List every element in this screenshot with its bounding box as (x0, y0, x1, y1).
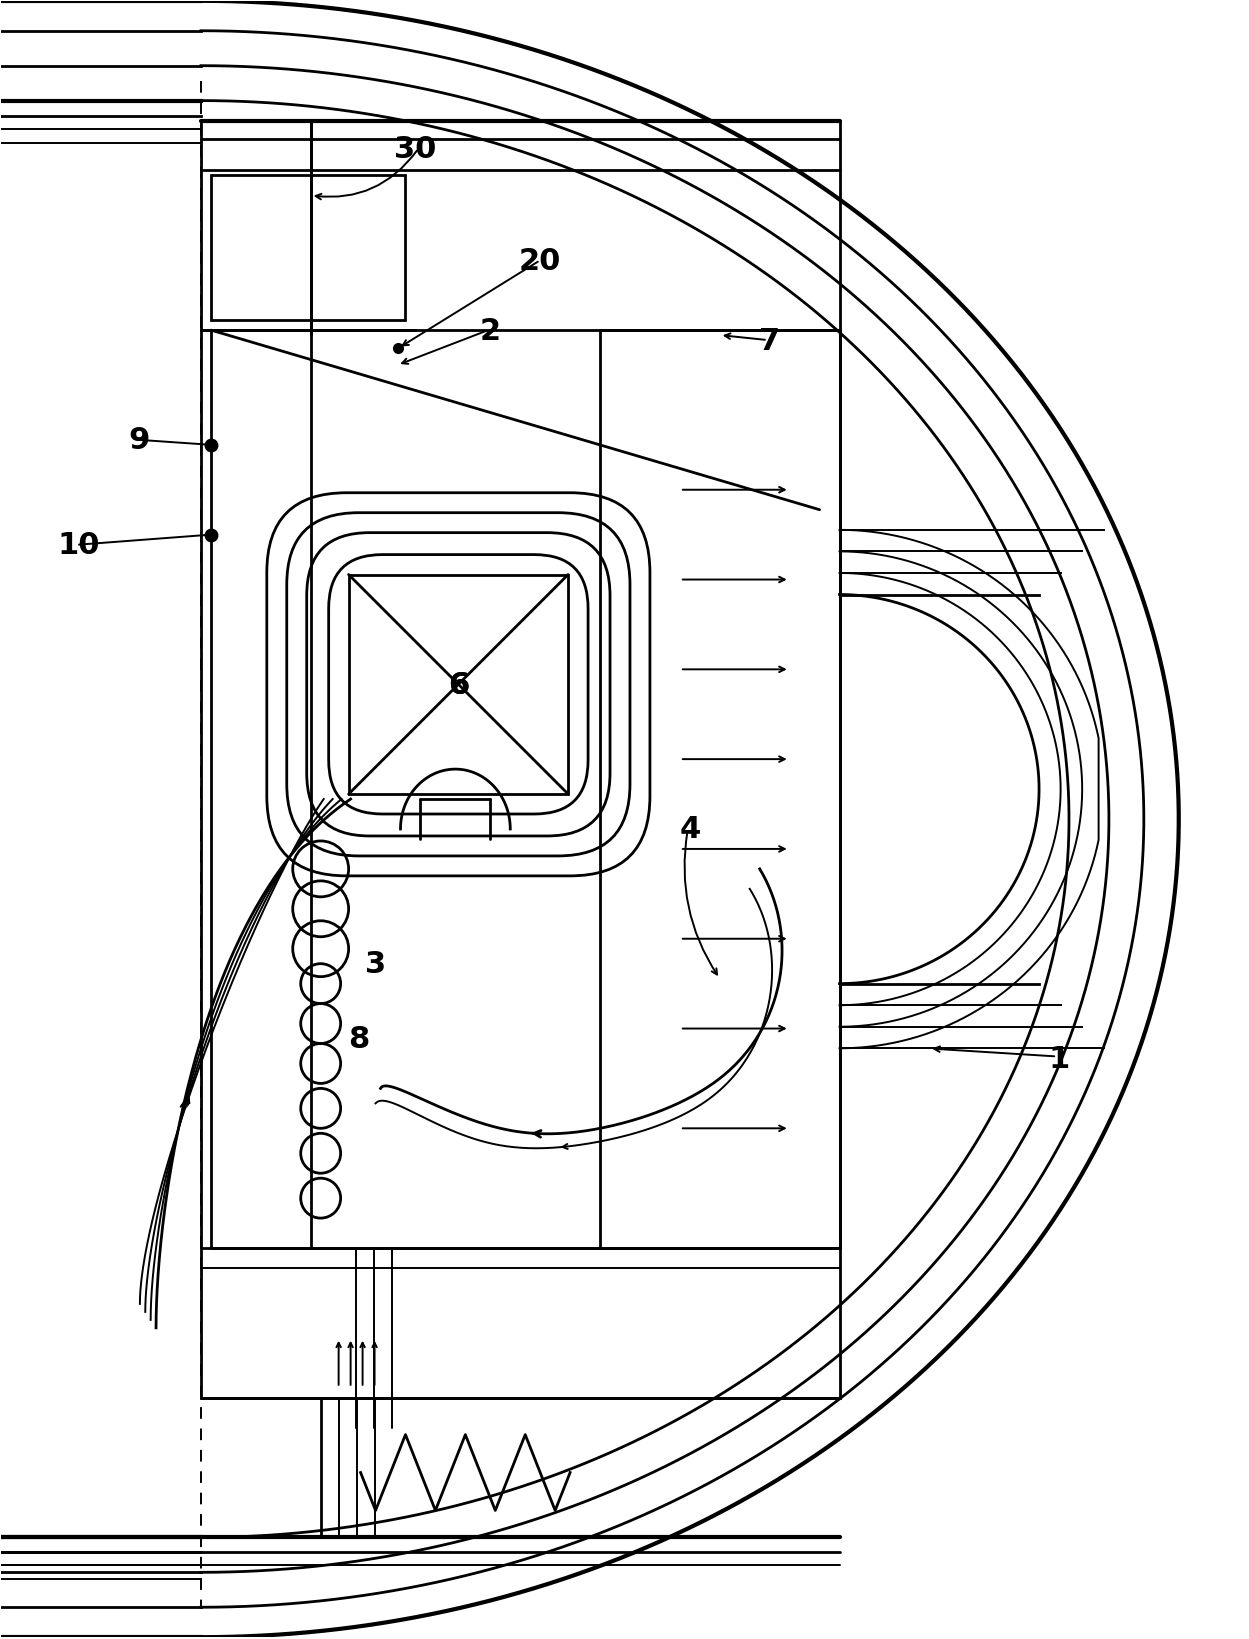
Bar (600, 331, 839, 1249)
Text: 6: 6 (447, 670, 468, 700)
Text: 2: 2 (480, 316, 501, 346)
Bar (201, 121, 839, 1398)
Text: 4: 4 (679, 815, 701, 844)
Text: 20: 20 (520, 246, 561, 275)
Text: 7: 7 (759, 326, 781, 356)
Text: 8: 8 (348, 1024, 370, 1054)
Bar (348, 575, 568, 795)
Bar (211, 177, 406, 321)
Text: 1: 1 (1048, 1044, 1069, 1074)
Text: 3: 3 (365, 949, 386, 978)
Text: 6: 6 (447, 670, 468, 700)
Text: 9: 9 (129, 426, 150, 456)
Bar (211, 331, 839, 1249)
Text: 30: 30 (395, 134, 437, 164)
Text: 10: 10 (57, 531, 100, 561)
